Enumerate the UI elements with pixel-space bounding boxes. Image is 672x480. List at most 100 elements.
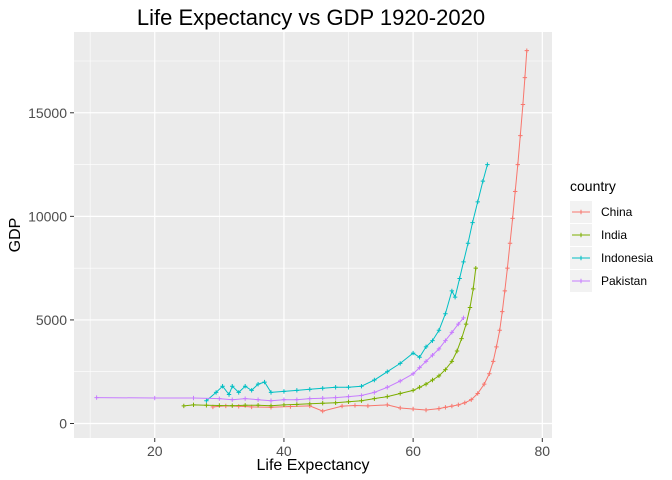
data-point-pakistan [430, 352, 435, 358]
legend: country China India Indonesia Pakistan [570, 178, 653, 292]
data-point-indonesia [430, 338, 435, 343]
data-point-indonesia [359, 384, 364, 389]
data-point-pakistan [268, 398, 274, 403]
x-axis-title: Life Expectancy [257, 457, 370, 474]
data-point-india [181, 403, 187, 409]
y-axis-title: GDP [7, 218, 24, 253]
axes: 20 40 60 80 0 5000 10000 15000 [28, 105, 550, 459]
data-point-indonesia [457, 276, 462, 281]
data-point-india [454, 348, 460, 354]
data-point-india [346, 399, 351, 404]
data-point-pakistan [255, 397, 261, 402]
data-point-pakistan [230, 397, 235, 402]
data-point-india [463, 321, 469, 327]
data-point-pakistan [152, 395, 157, 401]
data-point-china [456, 402, 461, 408]
data-point-indonesia [268, 390, 274, 395]
data-point-india [281, 402, 287, 408]
data-point-indonesia [465, 241, 471, 246]
data-point-pakistan [242, 396, 248, 401]
data-point-india [359, 398, 364, 403]
data-point-pakistan [423, 359, 429, 364]
data-point-indonesia [485, 162, 490, 167]
data-point-indonesia [294, 388, 300, 393]
legend-label: Indonesia [601, 251, 653, 265]
legend-key-point [578, 255, 584, 261]
data-point-india [423, 381, 429, 387]
data-point-pakistan [359, 393, 364, 398]
data-point-pakistan [456, 321, 461, 327]
x-tick-label: 40 [276, 443, 292, 459]
y-tick-label: 5000 [36, 312, 67, 328]
data-point-china [385, 402, 390, 408]
legend-label: China [601, 205, 633, 219]
data-point-china [436, 406, 442, 411]
data-point-pakistan [385, 385, 390, 390]
data-point-indonesia [398, 361, 403, 366]
data-point-china [236, 404, 241, 409]
data-point-pakistan [307, 396, 312, 401]
legend-key-point [578, 278, 584, 284]
data-point-indonesia [204, 398, 209, 403]
data-point-indonesia [436, 328, 442, 333]
data-point-china [423, 407, 429, 413]
data-point-pakistan [94, 395, 99, 400]
data-point-india [242, 403, 248, 408]
data-point-china [515, 162, 520, 167]
data-point-indonesia [443, 311, 448, 316]
data-point-china [449, 403, 455, 409]
data-point-indonesia [226, 392, 232, 397]
data-point-indonesia [423, 344, 429, 350]
data-point-indonesia [249, 388, 254, 393]
data-point-indonesia [475, 199, 480, 205]
data-point-india [410, 388, 416, 393]
data-point-indonesia [333, 385, 338, 390]
data-point-pakistan [461, 315, 466, 321]
series-india [181, 265, 478, 409]
series-pakistan [94, 315, 466, 403]
data-point-india [217, 403, 222, 408]
data-point-pakistan [443, 338, 448, 343]
data-point-indonesia [449, 288, 455, 294]
data-point-india [430, 377, 435, 383]
data-point-china [410, 406, 416, 412]
x-tick-label: 80 [535, 443, 551, 459]
chart-title: Life Expectancy vs GDP 1920-2020 [137, 5, 485, 30]
data-point-indonesia [480, 178, 486, 184]
series-layer [94, 48, 530, 414]
data-point-india [467, 305, 473, 310]
legend-item-pakistan: Pakistan [570, 270, 647, 292]
data-point-china [524, 48, 530, 53]
data-point-indonesia [410, 350, 416, 356]
data-point-india [372, 396, 377, 401]
data-point-pakistan [417, 365, 422, 370]
data-point-china [510, 216, 515, 221]
data-point-pakistan [217, 396, 222, 401]
data-point-indonesia [255, 381, 261, 387]
data-point-china [352, 403, 358, 408]
y-tick-label: 0 [59, 416, 67, 432]
data-point-china [518, 133, 523, 138]
data-point-indonesia [372, 377, 377, 383]
data-point-india [333, 400, 338, 405]
data-point-china [500, 309, 505, 314]
data-point-india [255, 403, 261, 408]
legend-item-china: China [570, 201, 633, 223]
series-line-indonesia [206, 164, 488, 402]
data-point-indonesia [385, 369, 390, 374]
data-point-pakistan [281, 397, 287, 402]
data-point-indonesia [262, 379, 267, 385]
data-point-india [470, 286, 476, 292]
data-point-china [497, 328, 502, 333]
data-point-china [522, 75, 528, 80]
data-point-india [417, 385, 422, 390]
data-point-india [204, 403, 209, 408]
data-point-pakistan [346, 394, 351, 399]
data-point-indonesia [242, 384, 248, 389]
data-point-india [320, 401, 325, 406]
data-point-pakistan [436, 346, 442, 352]
data-point-china [462, 400, 467, 405]
data-point-india [459, 336, 464, 341]
series-line-china [212, 50, 528, 412]
